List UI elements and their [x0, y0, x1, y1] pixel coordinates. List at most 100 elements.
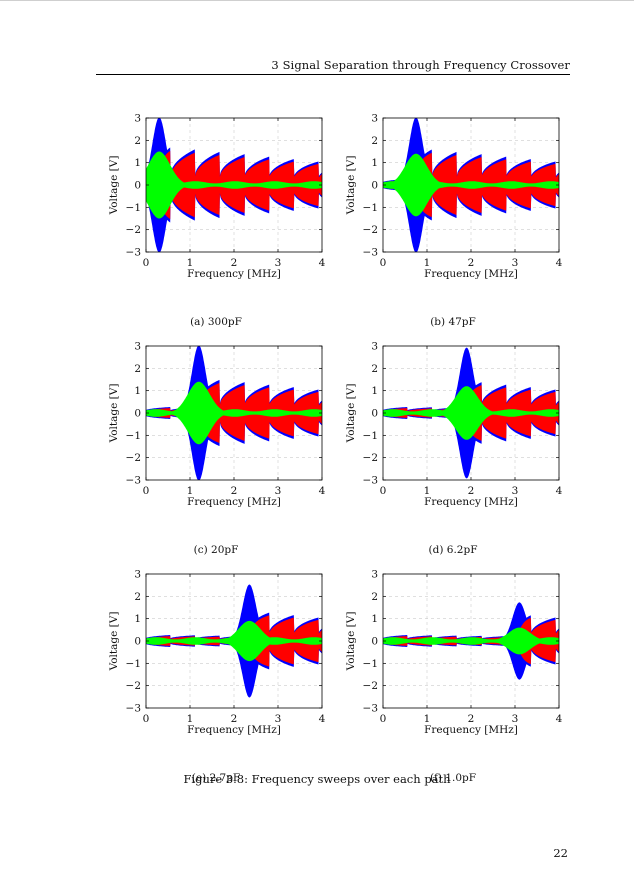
x-tick-label: 1: [424, 713, 431, 725]
subfigure-d: 0 1 2 3 4 3 2 1 0 −1 −2 −3 Frequency [MHz] Voltage [V…: [333, 336, 573, 566]
y-tick-label: 3: [371, 569, 378, 581]
y-tick-label: 3: [134, 341, 141, 353]
y-tick-label: 0: [371, 180, 378, 192]
x-tick-label: 0: [380, 485, 387, 497]
series-green-area: [146, 620, 322, 662]
y-tick-label: −2: [363, 452, 378, 464]
series-green-area: [383, 153, 559, 217]
y-tick-label: −1: [126, 658, 141, 670]
y-tick-label: 2: [134, 363, 141, 375]
sweep-chart-e: 0 1 2 3 4 3 2 1 0 −1 −2 −3 Frequency [MHz] Voltage [V…: [108, 569, 326, 737]
y-tick-label: 1: [134, 613, 141, 625]
subfigure-caption-d: (d) 6.2pF: [428, 544, 478, 556]
x-tick-label: 2: [468, 713, 475, 725]
x-tick-label: 3: [512, 485, 519, 497]
x-tick-label: 2: [468, 485, 475, 497]
subfigure-caption-b: (b) 47pF: [430, 316, 476, 328]
x-axis-label: Frequency [MHz]: [187, 724, 281, 736]
plot-area: [146, 584, 322, 698]
plot-area: [146, 118, 322, 252]
x-axis-label: Frequency [MHz]: [424, 496, 518, 508]
y-tick-label: 2: [134, 591, 141, 603]
x-tick-label: 2: [231, 485, 238, 497]
page-top-border: [0, 0, 634, 1]
plot-area: [146, 346, 322, 480]
x-tick-label: 0: [380, 257, 387, 269]
x-tick-label: 2: [231, 257, 238, 269]
series-green-area: [383, 627, 559, 655]
y-tick-label: −3: [363, 703, 378, 715]
sweep-chart-f: 0 1 2 3 4 3 2 1 0 −1 −2 −3 Frequency [MHz] Voltage [V…: [345, 569, 563, 737]
sweep-chart-d: 0 1 2 3 4 3 2 1 0 −1 −2 −3 Frequency [MHz] Voltage [V…: [345, 341, 563, 509]
x-axis-label: Frequency [MHz]: [187, 268, 281, 280]
sweep-chart-a: 0 1 2 3 4 3 2 1 0 −1 −2 −3 Frequency [MHz] Voltage [V…: [108, 113, 326, 281]
y-axis-label: Voltage [V]: [345, 612, 357, 672]
x-axis-label: Frequency [MHz]: [424, 268, 518, 280]
x-tick-label: 3: [512, 713, 519, 725]
subfigure-caption-a: (a) 300pF: [190, 316, 242, 328]
sweep-chart-b: 0 1 2 3 4 3 2 1 0 −1 −2 −3 Frequency [MHz] Voltage [V…: [345, 113, 563, 281]
y-tick-label: −3: [126, 475, 141, 487]
y-tick-label: −1: [126, 202, 141, 214]
subfigure-caption-c: (c) 20pF: [193, 544, 239, 556]
y-tick-label: 0: [371, 408, 378, 420]
plot-area: [383, 347, 559, 479]
subfigure-c: 0 1 2 3 4 3 2 1 0 −1 −2 −3 Frequency [MHz] Voltage [V…: [96, 336, 336, 566]
x-tick-label: 1: [187, 485, 194, 497]
subfigure-caption-e: (e) 2.7pF: [191, 772, 241, 784]
y-tick-label: 3: [134, 569, 141, 581]
x-tick-label: 4: [319, 485, 326, 497]
y-tick-label: 1: [371, 385, 378, 397]
x-tick-label: 1: [187, 713, 194, 725]
y-tick-label: −2: [363, 680, 378, 692]
series-green-area: [146, 381, 322, 445]
y-tick-label: 2: [134, 135, 141, 147]
y-axis-label: Voltage [V]: [108, 612, 120, 672]
x-tick-label: 0: [143, 485, 150, 497]
x-axis-label: Frequency [MHz]: [424, 724, 518, 736]
subfigure-b: 0 1 2 3 4 3 2 1 0 −1 −2 −3 Frequency [MHz] Voltage [V…: [333, 108, 573, 338]
y-tick-label: −2: [126, 224, 141, 236]
y-tick-label: −1: [363, 202, 378, 214]
x-tick-label: 2: [468, 257, 475, 269]
running-header: 3 Signal Separation through Frequency Cr…: [271, 58, 570, 72]
figure-caption: Figure 3.8: Frequency sweeps over each p…: [183, 772, 451, 786]
y-tick-label: 2: [371, 135, 378, 147]
y-tick-label: −1: [363, 430, 378, 442]
y-tick-label: −3: [363, 247, 378, 259]
plot-area: [383, 602, 559, 680]
sweep-chart-c: 0 1 2 3 4 3 2 1 0 −1 −2 −3 Frequency [MHz] Voltage [V…: [108, 341, 326, 509]
y-tick-label: 2: [371, 591, 378, 603]
x-tick-label: 4: [319, 257, 326, 269]
y-tick-label: −2: [126, 452, 141, 464]
y-tick-label: 0: [134, 408, 141, 420]
plot-area: [383, 118, 559, 252]
y-axis-label: Voltage [V]: [108, 384, 120, 444]
subfigure-e: 0 1 2 3 4 3 2 1 0 −1 −2 −3 Frequency [MHz] Voltage [V…: [96, 564, 336, 794]
y-tick-label: 3: [371, 341, 378, 353]
x-tick-label: 0: [143, 257, 150, 269]
x-tick-label: 0: [143, 713, 150, 725]
x-axis-label: Frequency [MHz]: [187, 496, 281, 508]
y-tick-label: −3: [126, 703, 141, 715]
x-tick-label: 3: [275, 713, 282, 725]
x-tick-label: 0: [380, 713, 387, 725]
y-tick-label: −1: [363, 658, 378, 670]
y-tick-label: 1: [134, 157, 141, 169]
x-tick-label: 3: [275, 485, 282, 497]
subfigure-f: 0 1 2 3 4 3 2 1 0 −1 −2 −3 Frequency [MHz] Voltage [V…: [333, 564, 573, 794]
x-tick-label: 1: [424, 257, 431, 269]
page-number: 22: [553, 846, 568, 860]
y-axis-label: Voltage [V]: [345, 384, 357, 444]
y-tick-label: 0: [134, 180, 141, 192]
y-tick-label: 1: [134, 385, 141, 397]
y-tick-label: 1: [371, 157, 378, 169]
y-tick-label: 1: [371, 613, 378, 625]
y-axis-label: Voltage [V]: [108, 156, 120, 216]
y-tick-label: 0: [371, 636, 378, 648]
y-tick-label: −3: [126, 247, 141, 259]
series-green-area: [146, 151, 322, 219]
x-tick-label: 3: [275, 257, 282, 269]
y-tick-label: 2: [371, 363, 378, 375]
x-tick-label: 2: [231, 713, 238, 725]
